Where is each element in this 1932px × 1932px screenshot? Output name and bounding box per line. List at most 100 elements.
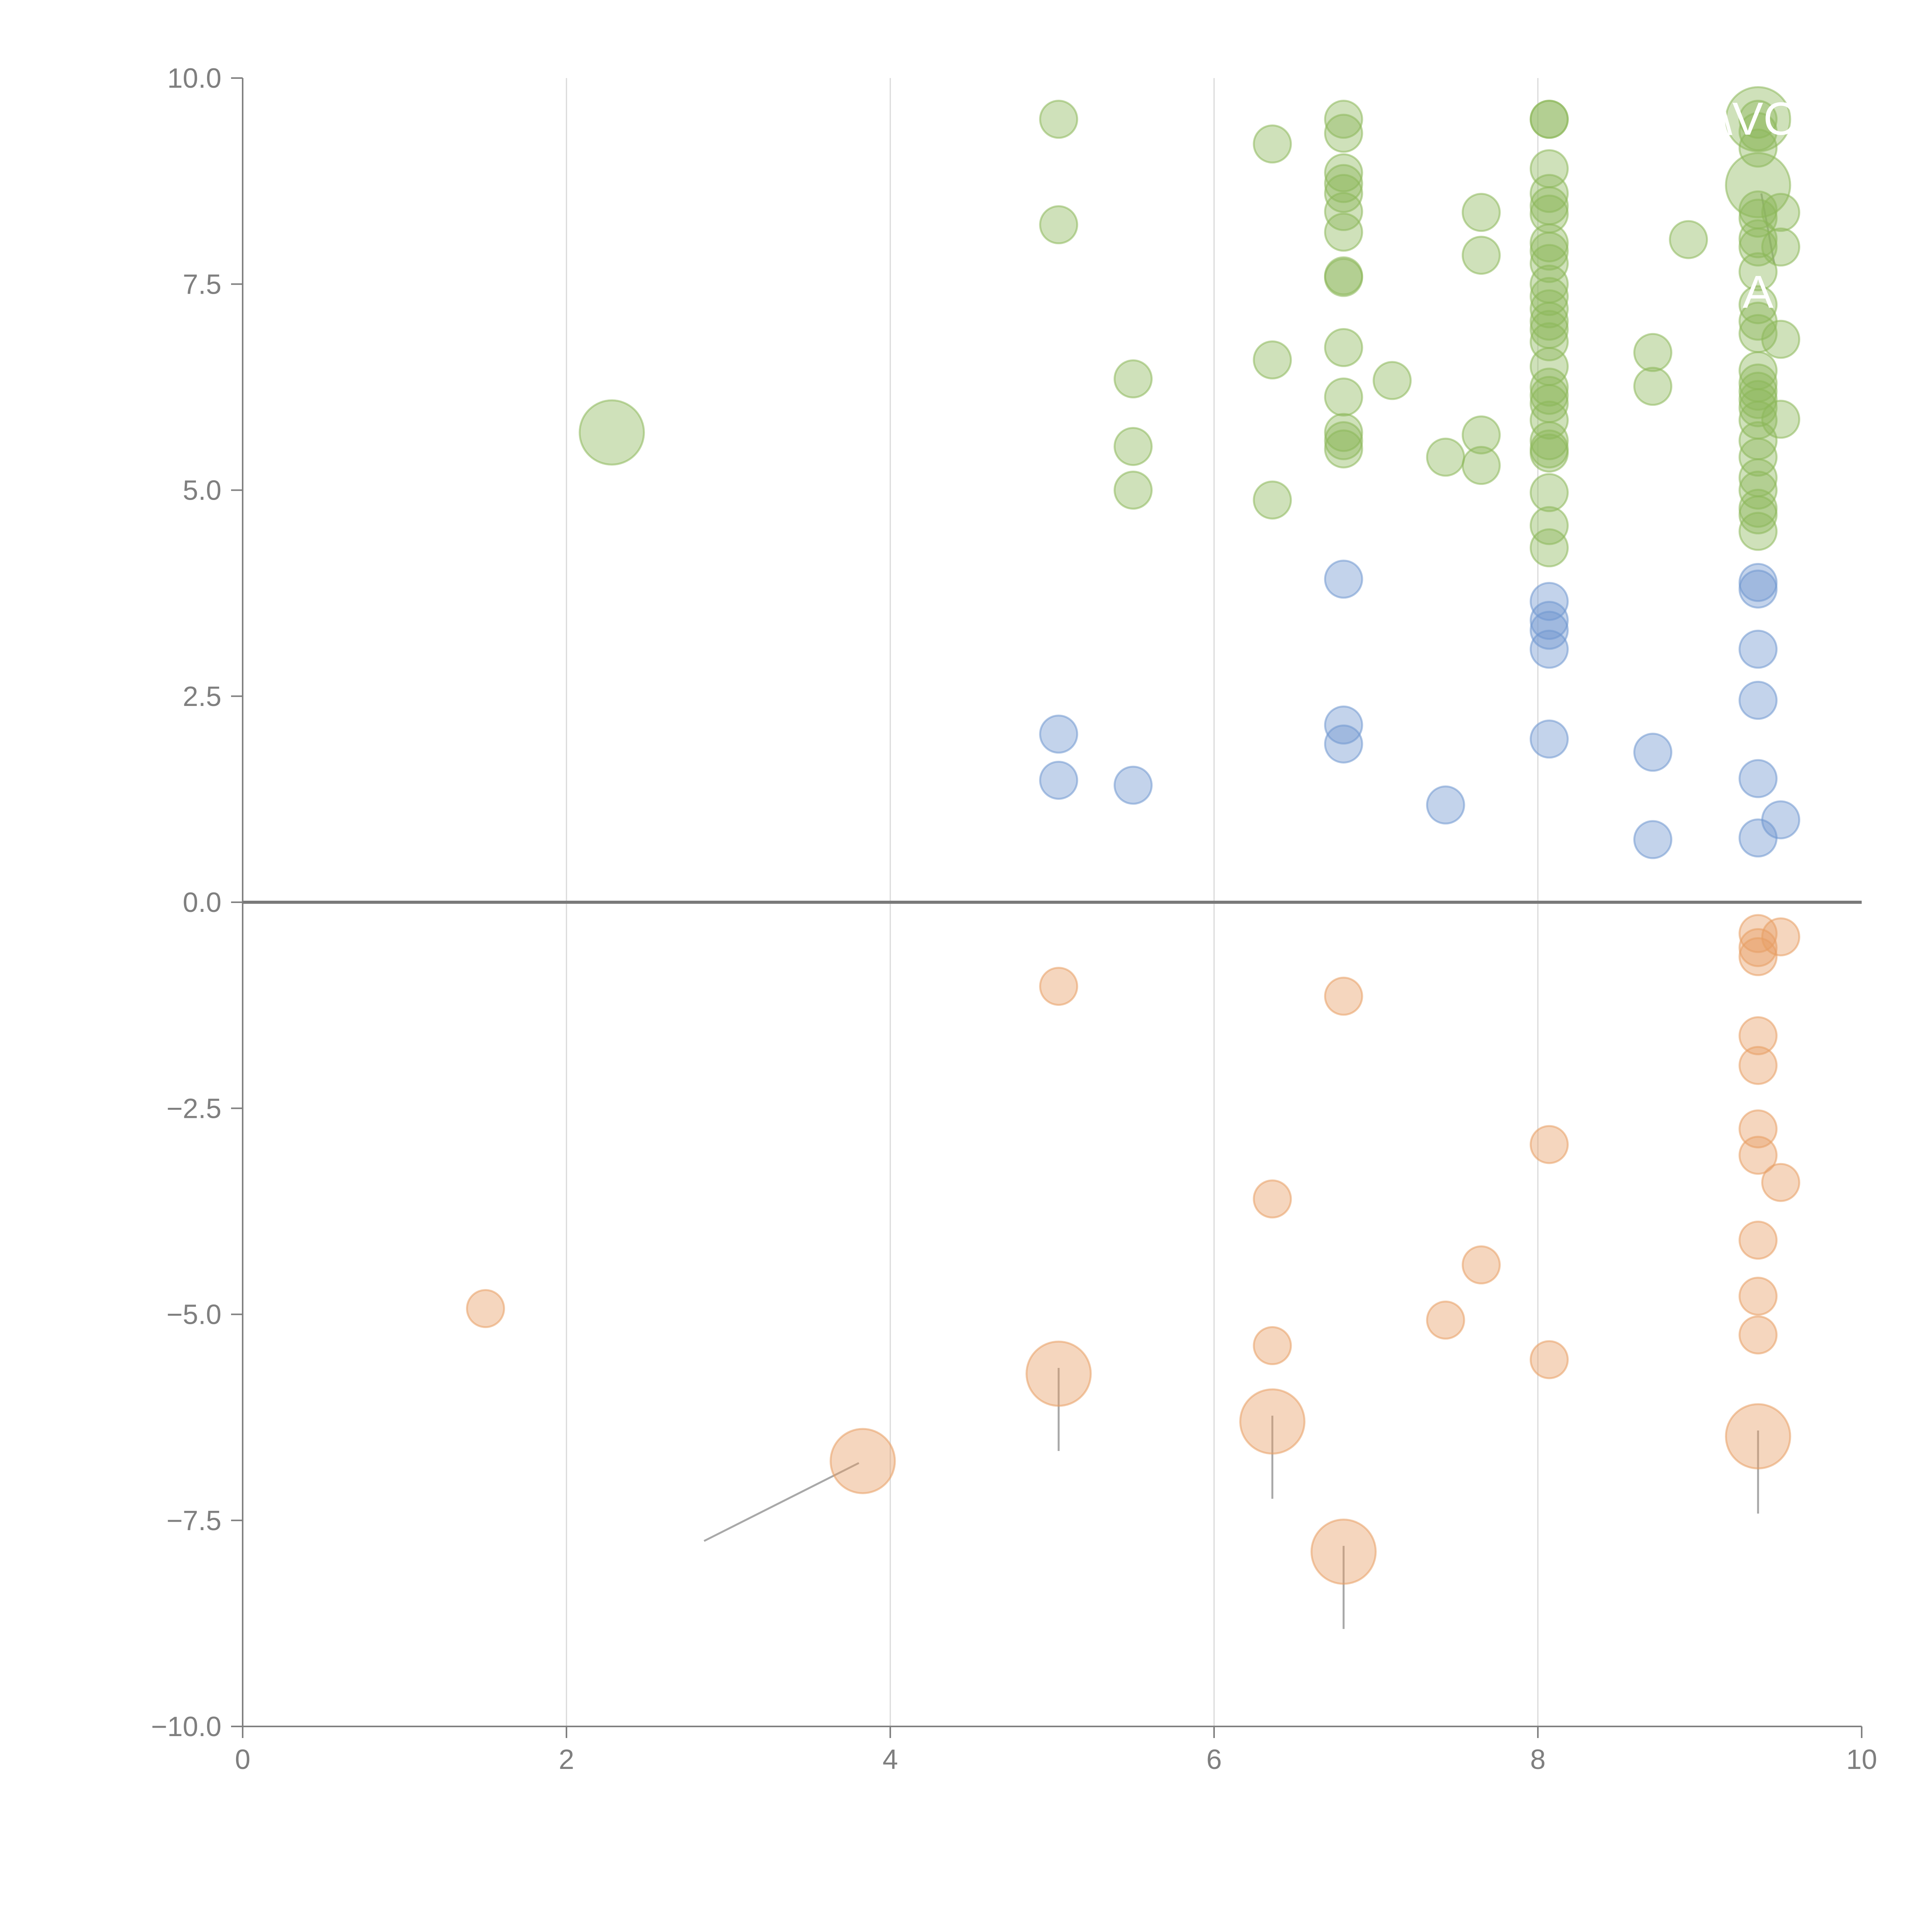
green-point [1253,124,1292,164]
green-point [1461,236,1501,275]
green-point [1114,471,1153,510]
green-point [1529,174,1569,213]
orange-point [1738,1136,1778,1175]
green-point [1461,193,1501,232]
green-point [1324,213,1363,252]
annotation-labels: \VC A [1719,93,1797,318]
orange-point [1725,1403,1791,1469]
green-point [1372,361,1412,400]
orange-point [1253,1179,1292,1219]
green-point [1738,285,1778,325]
orange-point [466,1289,505,1328]
green-point [1738,100,1778,139]
green-point [1761,193,1800,232]
data-points [466,86,1800,1585]
green-point [1529,421,1569,461]
green-point [1324,100,1363,139]
green-point [1738,219,1778,259]
green-point [1738,128,1778,168]
x-tick-label: 2 [559,1744,574,1775]
green-point [1738,252,1778,291]
green-point [578,399,645,466]
orange-point [1026,1340,1092,1407]
green-point [1461,446,1501,485]
blue-point [1633,820,1672,859]
green-point [1529,231,1569,271]
blue-point [1039,714,1078,754]
green-point [1039,100,1078,139]
green-point [1529,223,1569,263]
green-point [1324,377,1363,417]
green-point [1324,328,1363,367]
annotation-label: \VC [1719,93,1797,145]
green-point [1761,320,1800,359]
green-point [1529,473,1569,512]
orange-point [1529,1125,1569,1164]
green-point [1324,192,1363,231]
y-tick-label: 0.0 [183,887,221,918]
blue-point [1738,629,1778,669]
green-point [1529,400,1569,440]
x-tick-label: 10 [1846,1744,1877,1775]
green-point [1114,359,1153,399]
blue-point [1114,765,1153,805]
blue-point [1738,759,1778,798]
x-tick-label: 8 [1530,1744,1546,1775]
green-point [1738,372,1778,411]
y-tick-label: −5.0 [167,1299,221,1330]
y-tick-label: −2.5 [167,1093,221,1124]
green-point [1633,333,1672,372]
green-point [1761,400,1800,439]
orange-point [1738,928,1778,967]
green-point [1426,437,1465,477]
orange-point [1761,917,1800,957]
green-point [1761,227,1800,267]
blue-point [1324,724,1363,764]
orange-point [1761,1163,1800,1202]
green-point [1114,427,1153,466]
green-point [1529,100,1569,139]
green-point [1725,86,1791,153]
annotation-label: A [1743,266,1774,318]
y-tick-label: 5.0 [183,475,221,506]
orange-point [1738,1277,1778,1316]
orange-point [830,1428,896,1494]
green-point [1529,434,1569,473]
orange-point [1738,1315,1778,1355]
green-point [1324,429,1363,469]
blue-point [1633,733,1672,772]
orange-point [1239,1388,1306,1455]
green-point [1529,506,1569,545]
x-tick-label: 6 [1206,1744,1222,1775]
green-point [1253,340,1292,379]
green-point [1738,388,1778,427]
x-tick-label: 4 [883,1744,898,1775]
green-point [1669,220,1708,259]
green-point [1529,528,1569,568]
green-point [1529,244,1569,283]
green-point [1324,153,1363,192]
orange-point [1253,1326,1292,1366]
x-tick-label: 0 [235,1744,250,1775]
blue-point [1426,785,1465,825]
green-point [1738,437,1778,477]
orange-point [1738,1046,1778,1085]
green-point [1738,380,1778,419]
blue-point [1529,601,1569,640]
green-point [1039,205,1078,245]
y-tick-label: −7.5 [167,1505,221,1536]
blue-point [1738,680,1778,720]
green-point [1738,495,1778,534]
green-point [1253,480,1292,520]
orange-point [1039,967,1078,1006]
y-tick-label: 7.5 [183,269,221,300]
axes: 0 2 4 6 8 10 10.0 7.5 5.0 2.5 0.0 −2.5 −5.0 −7.5 −10.0 [151,63,1877,1775]
green-point [1324,421,1363,461]
blue-point [1324,560,1363,599]
leader-line [704,1462,859,1542]
blue-point [1039,760,1078,800]
green-point [1324,114,1363,153]
orange-point [1738,937,1778,976]
blue-point [1761,800,1800,840]
green-point [1529,301,1569,341]
